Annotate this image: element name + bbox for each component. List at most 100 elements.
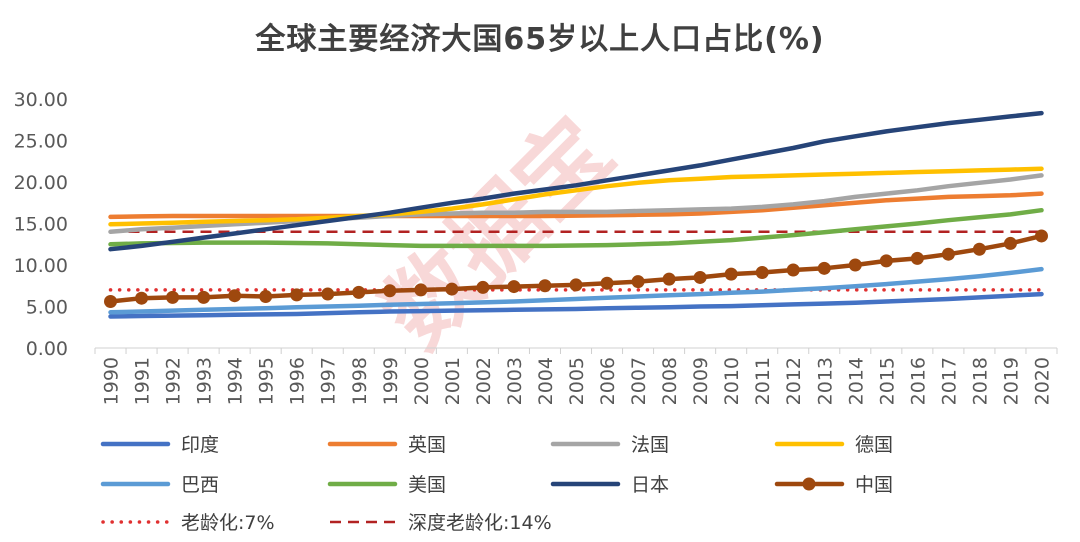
y-tick-label: 25.00 <box>14 131 68 153</box>
series-line <box>108 173 1044 235</box>
data-point <box>786 263 800 277</box>
data-point <box>600 276 614 290</box>
x-tick-label: 2014 <box>845 357 867 405</box>
legend-label: 印度 <box>181 434 219 456</box>
x-tick-label: 2001 <box>442 357 464 405</box>
x-tick-label: 2007 <box>628 357 650 405</box>
x-tick-label: 1998 <box>349 357 371 405</box>
data-point <box>972 242 986 256</box>
series-line <box>108 207 1044 249</box>
data-point <box>693 270 707 284</box>
legend-item: 老龄化:7% <box>101 512 275 534</box>
x-tick-label: 2005 <box>566 357 588 405</box>
series-line <box>108 266 1044 315</box>
data-point <box>104 295 118 309</box>
data-point <box>321 287 335 301</box>
x-tick-label: 2017 <box>938 357 960 405</box>
legend-item: 德国 <box>774 434 893 456</box>
series-line <box>108 291 1044 319</box>
legend-item: 巴西 <box>100 474 219 496</box>
x-tick-label: 1996 <box>287 357 309 405</box>
legend-label: 中国 <box>855 474 893 496</box>
x-tick-label: 2013 <box>814 357 836 405</box>
series-line <box>108 110 1044 252</box>
x-tick-label: 2002 <box>473 357 495 405</box>
series-line <box>108 166 1044 227</box>
legend-label: 日本 <box>631 474 669 496</box>
data-point <box>631 275 645 289</box>
x-tick-label: 2015 <box>876 357 898 405</box>
chart-title: 全球主要经济大国65岁以上人口占比(%) <box>255 22 825 57</box>
data-point <box>166 290 180 304</box>
series-line <box>108 191 1044 220</box>
legend-item: 中国 <box>774 474 893 496</box>
legend-item: 印度 <box>100 434 219 456</box>
x-tick-label: 2004 <box>535 357 557 405</box>
x-tick-label: 2010 <box>721 357 743 405</box>
legend-label: 巴西 <box>181 474 219 496</box>
series-group <box>104 110 1048 319</box>
x-tick-label: 2011 <box>752 357 774 405</box>
data-point <box>352 285 366 299</box>
x-tick-label: 2006 <box>597 357 619 405</box>
data-point <box>197 290 211 304</box>
x-tick-label: 2018 <box>969 357 991 405</box>
x-tick-label: 1990 <box>101 357 123 405</box>
legend-item: 法国 <box>550 434 669 456</box>
data-point <box>941 247 955 261</box>
y-tick-label: 5.00 <box>26 297 68 319</box>
axes: 0.00 5.00 10.00 15.00 20.00 25.00 30.00 1990 199… <box>14 89 1058 405</box>
legend-item: 日本 <box>550 474 669 496</box>
y-tick-label: 10.00 <box>14 255 68 277</box>
x-tick-label: 2020 <box>1031 357 1053 405</box>
data-point <box>1003 236 1017 250</box>
data-point <box>135 291 149 305</box>
legend-label: 老龄化:7% <box>181 512 275 534</box>
legend-item: 美国 <box>327 474 446 496</box>
legend-item: 英国 <box>327 434 446 456</box>
x-tick-label: 1992 <box>163 357 185 405</box>
data-point <box>476 280 490 294</box>
data-point <box>383 284 397 298</box>
data-point <box>879 254 893 268</box>
data-point <box>817 261 831 275</box>
y-tick-label: 15.00 <box>14 214 68 236</box>
x-tick-label: 1999 <box>380 357 402 405</box>
x-tick-label: 2009 <box>690 357 712 405</box>
x-tick-label: 2012 <box>783 357 805 405</box>
x-tick-label: 2008 <box>659 357 681 405</box>
data-point <box>848 258 862 272</box>
data-point <box>755 265 769 279</box>
x-tick-label: 1993 <box>194 357 216 405</box>
legend-label: 德国 <box>855 434 893 456</box>
x-tick-label: 1995 <box>256 357 278 405</box>
x-tick-label: 2003 <box>504 357 526 405</box>
data-point <box>228 289 242 303</box>
x-tick-label: 2019 <box>1000 357 1022 405</box>
data-point <box>724 267 738 281</box>
data-point <box>1034 229 1048 243</box>
x-tick-label: 1991 <box>132 357 154 405</box>
data-point <box>445 282 459 296</box>
x-tick-label: 2000 <box>411 357 433 405</box>
data-point <box>290 288 304 302</box>
legend-label: 深度老龄化:14% <box>408 512 552 534</box>
data-point <box>538 279 552 293</box>
x-tick-label: 1994 <box>225 357 247 405</box>
data-point <box>662 272 676 286</box>
x-tick-label: 2016 <box>907 357 929 405</box>
legend-label: 英国 <box>408 434 446 456</box>
data-point <box>414 283 428 297</box>
data-point <box>910 251 924 265</box>
y-tick-label: 20.00 <box>14 172 68 194</box>
data-point <box>259 290 273 304</box>
y-tick-label: 30.00 <box>14 89 68 111</box>
data-point <box>507 280 521 294</box>
legend-item: 深度老龄化:14% <box>330 512 552 534</box>
legend-marker <box>802 477 816 491</box>
legend-label: 美国 <box>408 474 446 496</box>
legend-label: 法国 <box>631 434 669 456</box>
